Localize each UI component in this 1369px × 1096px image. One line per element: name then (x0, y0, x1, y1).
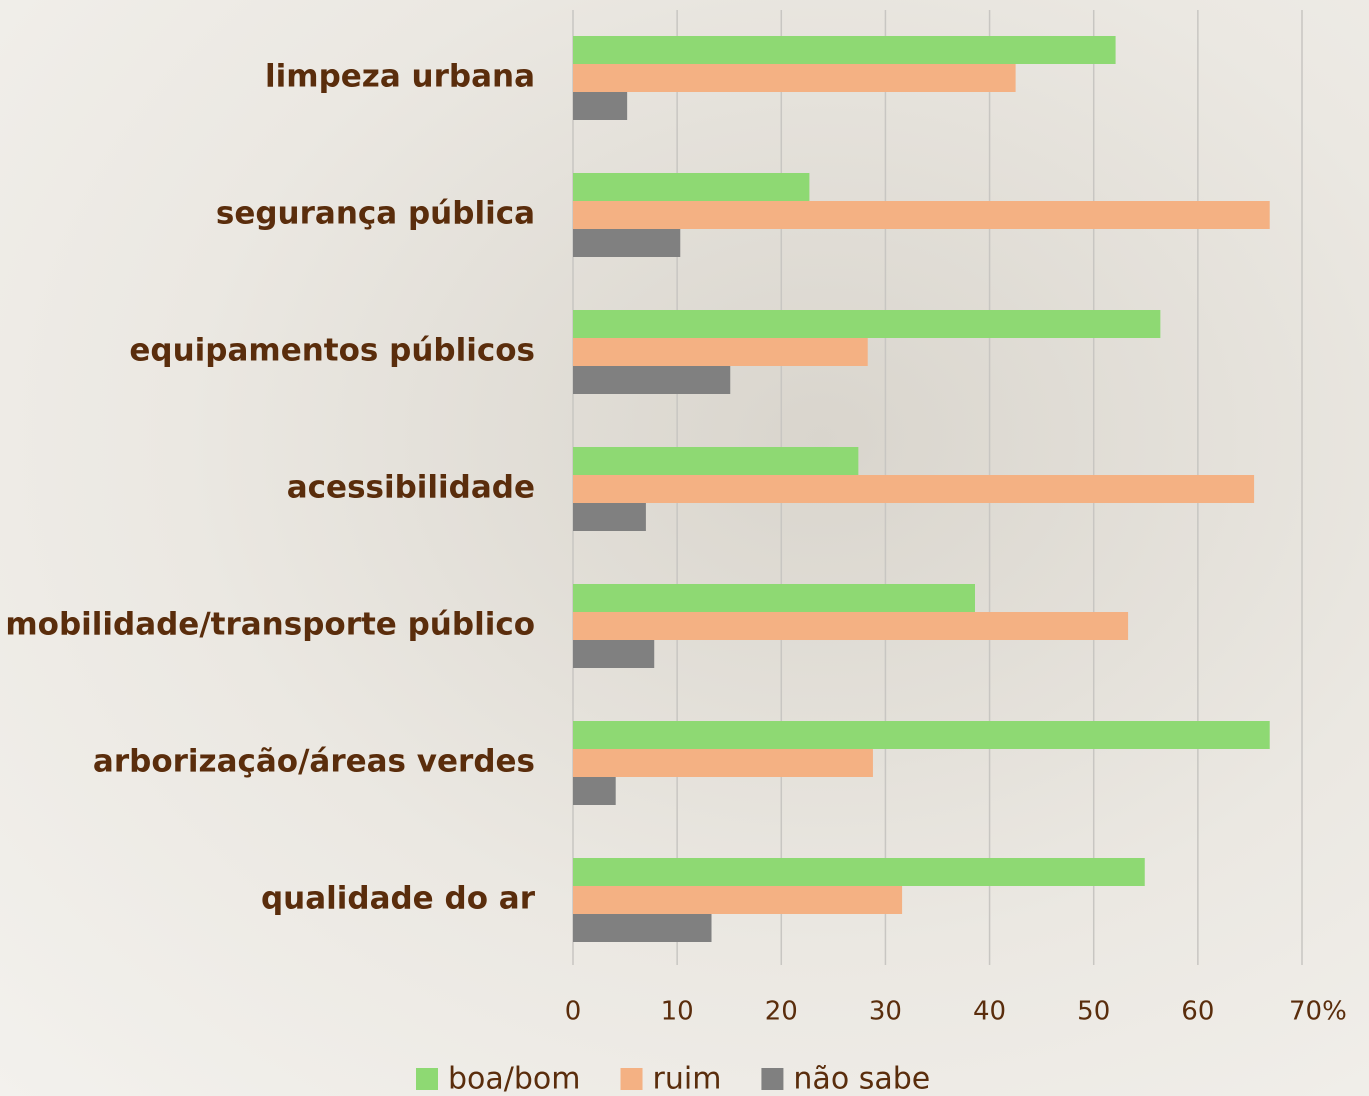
legend-label: ruim (653, 1062, 722, 1096)
bar (573, 475, 1255, 503)
bar (573, 36, 1116, 64)
bar (573, 914, 712, 942)
bar (573, 886, 903, 914)
legend-swatch (761, 1068, 784, 1090)
bar (573, 749, 873, 777)
bar (573, 447, 859, 475)
bar (573, 64, 1016, 92)
bar (573, 366, 731, 394)
bar (573, 310, 1161, 338)
legend-swatch (620, 1068, 643, 1090)
x-tick-label: 60 (1181, 997, 1214, 1027)
category-label: arborização/áreas verdes (93, 744, 535, 780)
bar (573, 721, 1270, 749)
category-label: mobilidade/transporte público (5, 607, 535, 643)
category-label: acessibilidade (287, 470, 535, 506)
bar (573, 584, 975, 612)
x-tick-label: 40 (973, 997, 1006, 1027)
bar (573, 640, 655, 668)
x-tick-label: 50 (1077, 997, 1110, 1027)
bar (573, 612, 1129, 640)
category-label: qualidade do ar (261, 881, 536, 917)
category-label: equipamentos públicos (129, 333, 535, 369)
bar (573, 173, 810, 201)
bar (573, 201, 1270, 229)
bar (573, 858, 1145, 886)
bar (573, 338, 868, 366)
category-label: limpeza urbana (265, 59, 535, 95)
bar (573, 92, 628, 120)
legend-label: não sabe (793, 1062, 930, 1096)
x-tick-label: 10 (661, 997, 694, 1027)
x-tick-label: 30 (869, 997, 902, 1027)
bar (573, 777, 616, 805)
category-label: segurança pública (216, 196, 535, 232)
legend-label: boa/bom (448, 1062, 581, 1096)
x-tick-label: 70% (1289, 997, 1347, 1027)
x-tick-label: 20 (765, 997, 798, 1027)
bar (573, 229, 681, 257)
legend-swatch (416, 1068, 438, 1090)
bar (573, 503, 646, 531)
x-tick-label: 0 (565, 997, 582, 1027)
